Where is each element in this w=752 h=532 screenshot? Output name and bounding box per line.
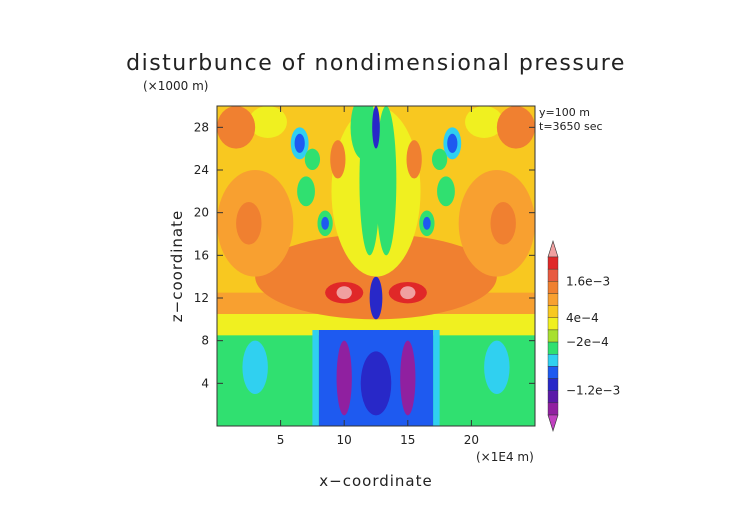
contour-region (217, 106, 256, 149)
chart-title: disturbunce of nondimensional pressure (126, 51, 626, 76)
contour-region (431, 148, 448, 170)
contour-region (248, 106, 287, 138)
info-line-t: t=3650 sec (539, 120, 603, 133)
contour-region (423, 216, 431, 230)
contour-region (437, 176, 455, 207)
contour-region (465, 106, 504, 138)
colorbar-swatch (547, 354, 559, 367)
contour-region (236, 202, 262, 245)
contour-region (484, 340, 510, 395)
colorbar-swatch (547, 317, 559, 331)
plot-area (217, 106, 535, 426)
contour-region (400, 286, 416, 300)
colorbar-tick-label: −1.2e−3 (566, 384, 620, 398)
colorbar-tick-label: −2e−4 (566, 335, 609, 349)
plot-frame (216, 105, 536, 427)
y-tick-label: 8 (201, 334, 209, 348)
x-tick-label: 15 (400, 433, 415, 447)
contour-region (433, 330, 440, 426)
colorbar-swatch (547, 268, 559, 282)
y-tick-label: 28 (194, 120, 209, 134)
contour-region (360, 351, 392, 416)
y-axis-label: z−coordinate (168, 210, 186, 322)
colorbar-swatch (547, 378, 559, 391)
x-tick-label: 5 (277, 433, 285, 447)
contour-region (350, 106, 376, 160)
contour-region (321, 216, 329, 230)
y-tick-label: 24 (194, 163, 209, 177)
y-tick-label: 12 (194, 291, 209, 305)
colorbar-max-triangle (547, 239, 559, 258)
x-unit-note: (×1E4 m) (476, 450, 534, 464)
colorbar-swatch (547, 366, 559, 379)
y-tick-label: 20 (194, 206, 209, 220)
info-line-y: y=100 m (539, 106, 590, 119)
colorbar-swatch (547, 305, 559, 318)
x-tick-label: 10 (337, 433, 352, 447)
x-axis: 5 10 15 20 (277, 106, 479, 447)
colorbar-swatch (547, 293, 559, 306)
contour-region (376, 106, 397, 256)
colorbar-swatch (547, 402, 559, 416)
contour-region (369, 276, 383, 320)
contour-region (400, 340, 416, 416)
contour-region (490, 202, 516, 245)
contour-region (294, 133, 305, 153)
colorbar-swatch (547, 256, 559, 270)
colorbar: 1.6e−3 4e−4 −2e−4 −1.2e−3 (547, 239, 620, 433)
contour-region (336, 340, 352, 416)
contour-region (242, 340, 268, 395)
colorbar-swatch (547, 390, 559, 404)
contour-region (336, 286, 352, 300)
colorbar-tick-label: 4e−4 (566, 311, 599, 325)
colorbar-min-triangle (547, 414, 559, 433)
colorbar-swatch (547, 281, 559, 294)
contour-region (496, 106, 535, 149)
contour-region (447, 133, 458, 153)
contour-region (330, 140, 346, 179)
colorbar-swatch (547, 341, 559, 355)
y-tick-label: 16 (194, 248, 209, 262)
colorbar-swatch (547, 329, 559, 343)
x-axis-label: x−coordinate (319, 472, 432, 490)
x-tick-label: 20 (464, 433, 479, 447)
contour-region (297, 176, 315, 207)
y-axis: 4 8 12 16 20 24 28 (194, 120, 535, 390)
contour-region (372, 106, 380, 149)
y-scale-note: (×1000 m) (143, 79, 208, 93)
contour-region (304, 148, 321, 170)
contour-region (312, 330, 319, 426)
y-tick-label: 4 (201, 376, 209, 390)
colorbar-tick-label: 1.6e−3 (566, 274, 610, 288)
contour-region (406, 140, 422, 179)
